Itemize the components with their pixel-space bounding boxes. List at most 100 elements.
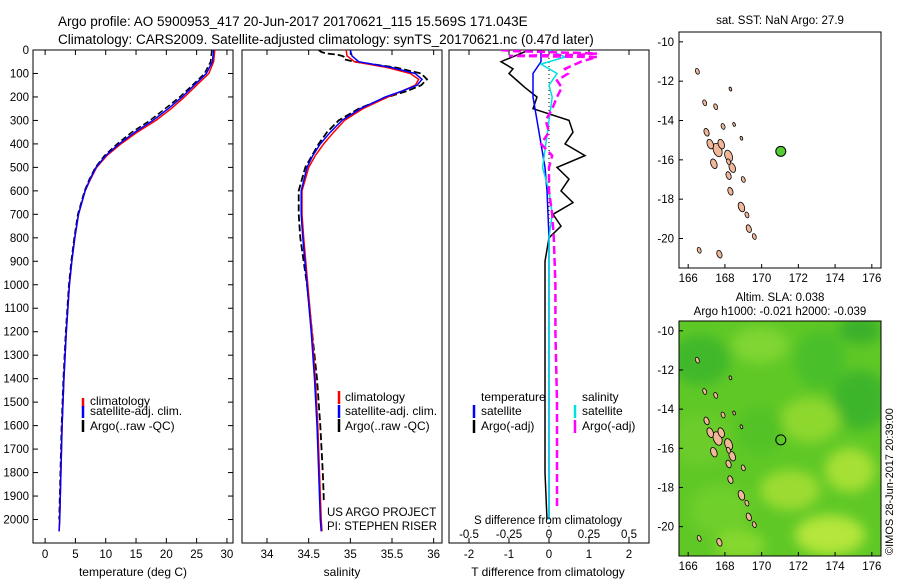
salinity-panel: 34 34.5 35 35.5 36 salinity climatology sate… <box>241 49 443 579</box>
island-shape <box>716 249 723 259</box>
island-shape <box>726 158 731 166</box>
temperature-tick-label: 5 <box>72 549 78 561</box>
salinity-tick-label: 34.5 <box>297 549 319 561</box>
island-shape <box>744 499 750 507</box>
sst-float-marker <box>775 145 787 157</box>
longitude-tick-label: 170 <box>752 273 771 285</box>
island-shape <box>725 459 732 469</box>
temperature-tick-label: 0 <box>42 549 48 561</box>
legend-label-temperature-satellite: satellite <box>481 404 522 418</box>
salinity-argo-line <box>297 50 429 501</box>
difference-tick-label: 1 <box>586 549 592 561</box>
sla-float-marker <box>775 434 787 446</box>
island-shape <box>716 538 723 547</box>
island-shape <box>745 512 752 522</box>
depth-tick-label: 1900 <box>3 491 29 503</box>
longitude-tick-label: 174 <box>825 273 845 285</box>
depth-tick-label: 1500 <box>3 397 29 409</box>
longitude-tick-label: 172 <box>789 561 808 573</box>
salinity-lines <box>297 50 429 532</box>
difference-tick-label: -2 <box>464 549 474 561</box>
legend-label-satellite: satellite-adj. clim. <box>90 404 182 418</box>
depth-tick-label: 900 <box>10 256 29 268</box>
depth-tick-label: 1200 <box>3 327 29 339</box>
salinity-argo-difference-line <box>500 50 598 508</box>
longitude-tick-label: 168 <box>715 273 734 285</box>
latitude-tick-label: -10 <box>657 37 674 49</box>
salinity-difference-tick-label: 0.25 <box>578 529 600 541</box>
island-shape <box>713 392 719 399</box>
island-shape <box>745 224 752 233</box>
legend-label-salinity-argo: Argo(-adj) <box>582 419 635 433</box>
sla-map-panel: Altim. SLA: 0.038 Argo h1000: -0.021 h20… <box>657 292 882 573</box>
sla-map-subtitle: Argo h1000: -0.021 h2000: -0.039 <box>694 306 867 318</box>
depth-tick-label: 500 <box>10 162 29 174</box>
longitude-tick-label: 166 <box>679 273 698 285</box>
island-shape <box>694 356 700 364</box>
island-shape <box>717 138 725 150</box>
s-difference-label: S difference from climatology <box>474 515 622 527</box>
salinity-climatology-line <box>301 50 420 532</box>
island-shape <box>703 416 710 426</box>
temperature-lines <box>58 50 216 532</box>
depth-tick-label: 1000 <box>3 280 29 292</box>
depth-tick-label: 0 <box>23 45 29 57</box>
legend-header-salinity: salinity <box>582 390 619 404</box>
sst-map-land <box>694 68 757 259</box>
figure-title-line2: Climatology: CARS2009. Satellite-adjuste… <box>58 32 594 47</box>
sla-map-box <box>678 320 882 557</box>
longitude-tick-label: 176 <box>862 273 881 285</box>
latitude-tick-label: -16 <box>657 155 674 167</box>
depth-tick-label: 1800 <box>3 468 29 480</box>
island-shape <box>702 99 708 107</box>
depth-tick-label: 700 <box>10 209 29 221</box>
salinity-satellite-difference-line <box>539 50 568 520</box>
sla-map-title: Altim. SLA: 0.038 <box>736 292 825 304</box>
salinity-tick-label: 35 <box>344 549 357 561</box>
legend-label-argo: Argo(..raw -QC) <box>345 419 430 433</box>
sla-field-blobs <box>679 321 881 556</box>
island-shape <box>720 411 726 419</box>
island-shape <box>732 410 736 416</box>
difference-lines <box>499 50 598 543</box>
legend-label-climatology: climatology <box>345 390 405 404</box>
sst-map-ticks: 166 168 170 172 174 176 -10 -12 -14 -16 -18 -20 <box>657 37 881 285</box>
island-shape <box>702 388 708 395</box>
legend-label-temperature-argo: Argo(-adj) <box>481 419 534 433</box>
island-shape <box>739 424 744 430</box>
latitude-tick-label: -18 <box>657 194 674 206</box>
island-shape <box>725 171 732 180</box>
depth-tick-label: 600 <box>10 186 29 198</box>
longitude-tick-label: 170 <box>752 561 771 573</box>
depth-tick-label: 400 <box>10 139 29 151</box>
island-shape <box>694 68 700 75</box>
island-shape <box>737 201 746 213</box>
salinity-difference-tick-label: -0.5 <box>459 529 479 541</box>
legend-label-climatology: climatology <box>90 394 150 408</box>
latitude-tick-label: -10 <box>657 326 674 338</box>
difference-tick-label: 0 <box>546 549 552 561</box>
imos-stamp: ©IMOS 28-Jun-2017 20:39:00 <box>884 408 896 555</box>
latitude-tick-label: -14 <box>657 116 674 128</box>
legend-label-salinity-satellite: satellite <box>582 404 623 418</box>
temperature-tick-label: 10 <box>99 549 112 561</box>
salinity-legend: climatology satellite-adj. clim. Argo(..… <box>337 390 437 433</box>
salinity-difference-tick-label: -0.25 <box>496 529 522 541</box>
island-shape <box>751 233 757 240</box>
depth-tick-label: 1100 <box>4 303 29 315</box>
depth-tick-label: 1600 <box>3 421 29 433</box>
island-shape <box>739 135 744 141</box>
depth-tick-label: 200 <box>10 92 29 104</box>
temperature-tick-label: 25 <box>190 549 203 561</box>
island-shape <box>710 158 718 169</box>
island-shape <box>706 427 714 438</box>
depth-tick-label: 1700 <box>3 444 29 456</box>
temperature-tick-label: 30 <box>221 549 234 561</box>
latitude-tick-label: -16 <box>657 443 674 455</box>
island-shape <box>706 138 714 150</box>
salinity-x-label: salinity <box>324 565 361 579</box>
island-shape <box>710 446 718 458</box>
salinity-tick-label: 34 <box>261 549 274 561</box>
